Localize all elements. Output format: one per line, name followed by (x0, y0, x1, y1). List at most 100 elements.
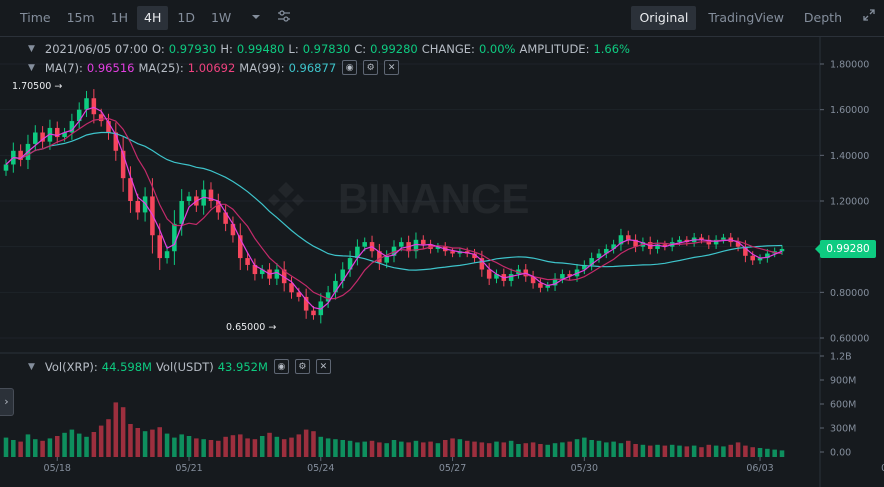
volume-bar[interactable] (450, 438, 455, 457)
candle-body[interactable] (655, 244, 660, 249)
volume-bar[interactable] (552, 443, 558, 457)
volume-bar[interactable] (669, 444, 675, 457)
volume-bar[interactable] (508, 440, 514, 457)
candle-body[interactable] (311, 310, 316, 316)
settings-icon[interactable]: ⚙ (363, 60, 379, 75)
candle-body[interactable] (237, 235, 243, 259)
candle-body[interactable] (699, 237, 704, 240)
volume-bar[interactable] (355, 442, 360, 457)
volume-bar[interactable] (377, 442, 382, 457)
candle-body[interactable] (567, 274, 572, 277)
volume-bar[interactable] (325, 438, 331, 457)
interval-1h[interactable]: 1H (110, 10, 129, 25)
candle-body[interactable] (391, 246, 397, 256)
volume-bar[interactable] (743, 445, 748, 457)
candle-body[interactable] (47, 127, 53, 142)
volume-bar[interactable] (677, 445, 682, 457)
volume-bar[interactable] (611, 441, 616, 457)
candle-body[interactable] (223, 212, 228, 224)
eye-icon[interactable]: ◉ (342, 60, 358, 75)
volume-bar[interactable] (230, 435, 236, 457)
volume-bar[interactable] (340, 440, 346, 457)
volume-bar[interactable] (699, 447, 704, 457)
interval-1w[interactable]: 1W (210, 10, 232, 25)
candle-body[interactable] (552, 278, 558, 286)
interval-1d[interactable]: 1D (177, 10, 195, 25)
candle-body[interactable] (494, 274, 499, 279)
candle-body[interactable] (735, 242, 741, 247)
volume-bar[interactable] (40, 440, 45, 457)
candle-body[interactable] (259, 269, 265, 275)
volume-bar[interactable] (54, 436, 60, 457)
volume-bar[interactable] (721, 446, 726, 457)
collapse-legend-icon[interactable]: ▼ (28, 44, 35, 54)
volume-bar[interactable] (516, 444, 521, 457)
volume-bar[interactable] (157, 427, 163, 457)
candle-body[interactable] (582, 264, 587, 270)
candle-body[interactable] (318, 301, 324, 316)
volume-bar[interactable] (772, 449, 777, 457)
volume-bar[interactable] (11, 440, 16, 457)
volume-bar[interactable] (18, 441, 23, 457)
volume-bar[interactable] (25, 434, 31, 457)
volume-bar[interactable] (486, 443, 492, 457)
candle-body[interactable] (757, 258, 763, 261)
volume-bar[interactable] (633, 444, 638, 457)
volume-bar[interactable] (91, 432, 97, 457)
volume-bar[interactable] (120, 407, 126, 457)
candle-body[interactable] (633, 239, 638, 247)
candle-body[interactable] (179, 201, 184, 224)
volume-bar[interactable] (399, 441, 404, 457)
candle-body[interactable] (40, 132, 45, 142)
volume-bar[interactable] (281, 439, 287, 457)
candle-body[interactable] (625, 235, 631, 240)
volume-bar[interactable] (442, 440, 448, 457)
volume-bar[interactable] (135, 428, 141, 457)
volume-bar[interactable] (216, 440, 221, 457)
expand-panel-button[interactable]: › (0, 388, 14, 416)
candle-body[interactable] (91, 98, 97, 115)
candle-body[interactable] (142, 196, 148, 213)
volume-bar[interactable] (259, 436, 265, 457)
volume-bar[interactable] (62, 432, 67, 457)
volume-bar[interactable] (369, 440, 375, 457)
candle-body[interactable] (750, 255, 755, 261)
candle-body[interactable] (3, 164, 9, 171)
volume-bar[interactable] (706, 444, 712, 457)
volume-bar[interactable] (625, 440, 631, 457)
candle-body[interactable] (84, 98, 89, 110)
candle-body[interactable] (106, 121, 111, 133)
candle-body[interactable] (435, 246, 441, 249)
candle-body[interactable] (62, 132, 67, 138)
volume-bar[interactable] (684, 446, 690, 457)
volume-bar[interactable] (201, 439, 206, 457)
volume-bar[interactable] (523, 443, 529, 457)
candle-body[interactable] (18, 150, 23, 160)
candle-body[interactable] (618, 235, 624, 245)
candle-body[interactable] (530, 276, 536, 284)
candle-body[interactable] (135, 201, 141, 213)
volume-bar[interactable] (589, 440, 594, 457)
candle-body[interactable] (677, 239, 682, 243)
candle-body[interactable] (296, 292, 302, 297)
candle-body[interactable] (421, 239, 426, 245)
candle-body[interactable] (252, 264, 258, 275)
volume-bar[interactable] (765, 448, 770, 457)
candle-body[interactable] (281, 269, 287, 284)
volume-bar[interactable] (98, 425, 104, 457)
volume-bar[interactable] (237, 434, 243, 457)
volume-bar[interactable] (655, 444, 660, 457)
volume-bar[interactable] (47, 438, 53, 457)
view-depth[interactable]: Depth (803, 10, 842, 25)
volume-bar[interactable] (464, 440, 470, 457)
candle-body[interactable] (98, 114, 104, 122)
volume-bar[interactable] (757, 448, 763, 457)
volume-bar[interactable] (560, 442, 565, 457)
candle-body[interactable] (120, 150, 126, 179)
candle-body[interactable] (399, 242, 404, 247)
volume-bar[interactable] (142, 431, 148, 457)
candle-body[interactable] (340, 269, 346, 281)
candle-body[interactable] (545, 285, 551, 288)
candle-body[interactable] (216, 201, 221, 213)
candle-body[interactable] (377, 251, 382, 263)
